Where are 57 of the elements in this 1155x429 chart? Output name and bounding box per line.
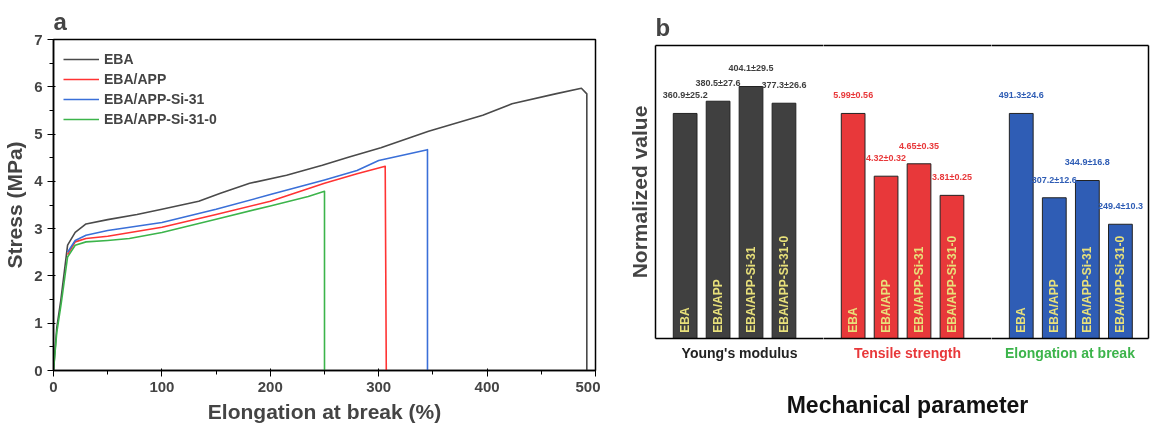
x-tick-label: EBA — [678, 306, 693, 333]
y-axis-title: Normalized value — [627, 105, 651, 279]
x-tick-label: EBA/APP — [711, 279, 726, 333]
y-tick-label: 1 — [34, 314, 43, 332]
legend-label: EBA/APP-Si-31 — [104, 91, 205, 107]
y-axis-title: Stress (MPa) — [3, 141, 27, 269]
data-label: 5.99±0.56 — [833, 90, 874, 101]
x-tick-label: EBA/APP-Si-31-0 — [776, 235, 791, 333]
x-axis-title: Elongation at break (%) — [207, 399, 442, 423]
x-tick-label: EBA/APP-Si-31 — [912, 246, 927, 333]
line-series — [66, 148, 429, 371]
line-series — [53, 190, 326, 371]
legend-label: EBA/APP-Si-31-0 — [104, 111, 217, 127]
data-label: 4.32±0.32 — [866, 153, 907, 164]
x-tick-label: EBA/APP-Si-31 — [744, 246, 759, 333]
y-tick-label: 7 — [34, 30, 43, 48]
data-label: 360.9±25.2 — [662, 90, 708, 101]
data-label: 380.5±27.6 — [695, 78, 741, 89]
x-tick-label: EBA/APP-Si-31 — [1080, 246, 1095, 333]
x-tick-label: EBA/APP-Si-31-0 — [944, 235, 959, 333]
x-tick-label: EBA/APP — [1047, 279, 1062, 333]
bar — [1041, 197, 1067, 339]
y-tick-label: 6 — [34, 77, 43, 95]
x-tick-label: 200 — [257, 377, 283, 395]
x-tick-label: EBA/APP-Si-31-0 — [1113, 235, 1128, 333]
data-label: 491.3±24.6 — [998, 90, 1044, 101]
x-axis-title: Young's modulus — [681, 344, 798, 361]
bar — [1008, 112, 1034, 339]
x-tick-label: EBA/APP — [879, 279, 894, 333]
y-tick-label: 3 — [34, 219, 43, 237]
x-axis-title: Tensile strength — [853, 344, 962, 361]
x-axis-title: Elongation at break — [1005, 344, 1136, 361]
y-tick-label: 5 — [34, 125, 43, 143]
y-tick-label: 2 — [34, 266, 43, 284]
line-series — [66, 165, 388, 371]
x-tick-label: 300 — [366, 377, 392, 395]
x-tick-label: EBA — [846, 306, 861, 333]
data-label: 3.81±0.25 — [931, 172, 972, 183]
x-tick-label: EBA — [1014, 306, 1029, 333]
bar — [873, 175, 899, 339]
x-tick-label: 0 — [49, 377, 58, 395]
y-tick-label: 4 — [34, 172, 44, 190]
x-tick-label: 500 — [575, 377, 601, 395]
data-label: 4.65±0.35 — [899, 140, 940, 151]
legend-label: EBA/APP — [104, 71, 167, 87]
text: Mechanical parameter — [786, 391, 1029, 418]
bar — [840, 112, 866, 339]
data-label: 404.1±29.5 — [728, 63, 774, 74]
data-label: 344.9±16.8 — [1064, 157, 1110, 168]
legend-label: EBA — [104, 51, 134, 67]
y-tick-label: 0 — [34, 361, 43, 379]
line-series — [53, 87, 588, 371]
x-tick-label: 100 — [149, 377, 175, 395]
x-tick-label: 400 — [474, 377, 500, 395]
chart-title: b — [655, 13, 671, 41]
chart-title: a — [53, 7, 68, 35]
data-label: 377.3±26.6 — [761, 80, 807, 91]
